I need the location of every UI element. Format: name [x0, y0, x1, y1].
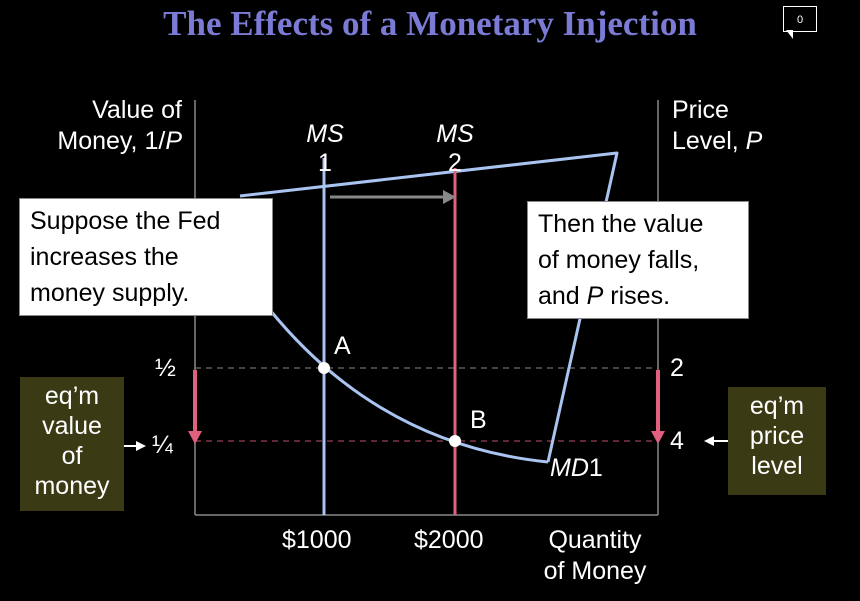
comment-count-icon[interactable]: 0	[783, 6, 817, 32]
ms1-label-num: 1	[318, 149, 332, 177]
ms1-label: MS 1	[300, 120, 350, 178]
left-down-arrow-head	[188, 431, 202, 444]
eq-value-label: eq’m value of money	[20, 377, 124, 511]
value-callout-rises: rises.	[603, 282, 671, 310]
eq-price-label: eq’m price level	[728, 387, 826, 495]
eq-value-line2: value	[42, 412, 102, 440]
md-curve-outline	[239, 151, 619, 463]
md-label: MD1	[550, 453, 603, 484]
right-axis-label-p: P	[745, 127, 763, 155]
value-callout-and: and	[538, 282, 587, 310]
left-axis-label-p: P	[165, 127, 182, 155]
value-callout: Then the value of money falls, and P ris…	[527, 201, 749, 319]
right-tick-pointer-head	[704, 436, 714, 446]
shift-arrow-head	[443, 190, 456, 204]
fed-callout-line3: money supply.	[30, 279, 190, 307]
x-axis-label-line1: Quantity	[548, 526, 642, 554]
eq-value-line3: of	[61, 442, 83, 470]
left-axis-label-line2: Money, 1/P	[40, 126, 182, 157]
eq-price-line2: price	[749, 422, 805, 450]
point-a-marker	[318, 362, 330, 374]
value-callout-line1: Then the value	[538, 210, 704, 238]
fed-callout: Suppose the Fed increases the money supp…	[19, 198, 273, 316]
x-axis-label-line2: of Money	[543, 557, 647, 585]
right-axis-label-line1: Price	[672, 96, 729, 124]
eq-price-line1: eq’m	[749, 392, 805, 420]
ms2-label: MS 2	[430, 120, 480, 178]
point-b-marker	[449, 435, 461, 447]
comment-tail-icon	[786, 30, 793, 39]
point-a-label: A	[334, 332, 351, 360]
value-callout-line2: of money falls,	[538, 246, 700, 274]
left-tick-pointer-head	[136, 441, 146, 451]
right-axis-label-line2: Level, P	[672, 126, 762, 157]
md-curve	[268, 309, 549, 464]
eq-value-line4: money	[34, 472, 110, 500]
left-axis-label: Value of Money, 1/P	[40, 95, 182, 157]
md-label-num: 1	[588, 454, 603, 482]
md-label-text: MD	[550, 454, 589, 482]
fed-callout-line2: increases the	[30, 243, 179, 271]
left-tick-high: ½	[155, 354, 176, 382]
right-down-arrow-head	[651, 431, 665, 444]
point-b-label: B	[470, 406, 487, 434]
x-tick-1000: $1000	[282, 526, 352, 554]
left-axis-label-text: Money, 1/	[57, 127, 166, 155]
eq-price-line3: level	[751, 452, 803, 480]
value-callout-line3: and P rises.	[538, 278, 738, 314]
eq-value-line1: eq’m	[44, 382, 100, 410]
slide-title: The Effects of a Monetary Injection	[163, 4, 697, 43]
left-axis-label-line1: Value of	[92, 96, 182, 124]
x-axis-label: Quantity of Money	[530, 525, 660, 587]
x-tick-2000: $2000	[414, 526, 484, 554]
fed-callout-line1: Suppose the Fed	[30, 207, 221, 235]
right-axis-label-text: Level,	[672, 127, 746, 155]
right-axis-label: Price Level, P	[672, 95, 762, 157]
ms1-label-top: MS	[306, 120, 344, 148]
ms2-label-top: MS	[436, 120, 474, 148]
ms2-label-num: 2	[448, 149, 462, 177]
left-tick-low: ¼	[152, 431, 173, 459]
right-tick-low: 4	[670, 427, 684, 455]
value-callout-p: P	[586, 282, 604, 310]
right-tick-high: 2	[670, 354, 684, 382]
